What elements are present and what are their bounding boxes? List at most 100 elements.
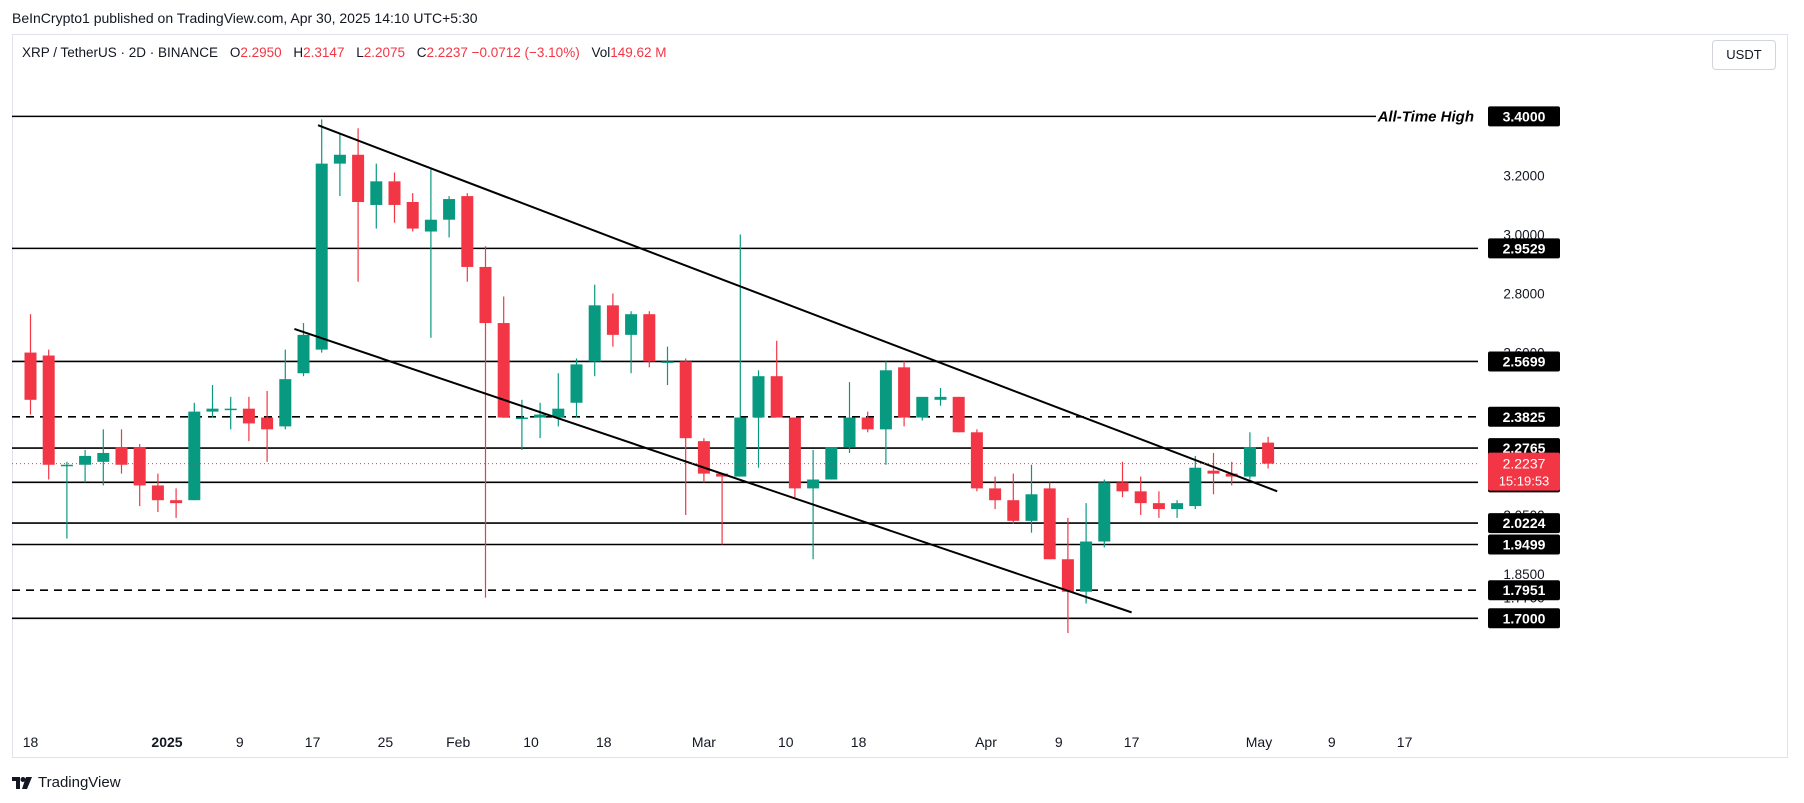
candle-up [224, 408, 237, 411]
candle-up [552, 408, 565, 418]
level-badge-label: 1.9499 [1503, 537, 1546, 553]
candle-down [1152, 503, 1165, 510]
candle-up [188, 411, 201, 501]
candle-down [697, 441, 710, 474]
candle-down [388, 181, 401, 205]
candle-down [352, 154, 365, 202]
candle-up [625, 314, 638, 335]
candle-up [279, 379, 292, 427]
last-price-badge [1488, 452, 1560, 491]
candle-down [479, 266, 492, 324]
y-tick-label: 2.8000 [1503, 287, 1544, 302]
open-value: 2.2950 [240, 45, 282, 60]
countdown-label: 15:19:53 [1499, 474, 1550, 489]
candle-up [879, 370, 892, 430]
candle-up [807, 479, 820, 489]
candle-up [443, 199, 456, 220]
candle-up [916, 396, 929, 418]
close-label: C [416, 45, 427, 60]
candle-up [60, 464, 73, 467]
level-badge [1488, 608, 1560, 629]
level-badge-label: 3.4000 [1503, 108, 1546, 124]
candle-down [1134, 491, 1147, 504]
upper-channel-line [317, 124, 1278, 493]
candle-down [1116, 482, 1129, 492]
y-tick-label: 3.2000 [1503, 168, 1544, 183]
candle-up [1025, 494, 1038, 521]
level-badge-label: 1.7951 [1503, 582, 1546, 598]
x-tick-label: 9 [1328, 734, 1336, 750]
open-label: O [229, 45, 241, 60]
candle-up [1080, 541, 1093, 592]
symbol-legend: XRP / TetherUS · 2D · BINANCE O2.2950 H2… [22, 45, 667, 60]
symbol-title[interactable]: XRP / TetherUS · 2D · BINANCE [22, 45, 219, 60]
candle-up [734, 417, 747, 477]
level-badge [1488, 406, 1560, 427]
candle-down [151, 485, 164, 501]
candle-down [1262, 442, 1275, 464]
candle-up [534, 414, 547, 418]
level-badge-label: 1.7000 [1503, 610, 1546, 626]
y-tick-label: 1.8500 [1503, 567, 1544, 582]
candle-down [115, 447, 128, 465]
level-annotation: All-Time High [1377, 108, 1474, 125]
candle-up [825, 447, 838, 480]
x-tick-label: 10 [523, 734, 539, 750]
level-badge [1488, 580, 1560, 601]
level-badge [1488, 351, 1560, 372]
candle-down [861, 417, 874, 430]
x-tick-label: 17 [305, 734, 321, 750]
low-label: L [356, 45, 364, 60]
candle-down [1207, 470, 1220, 474]
candle-up [333, 154, 346, 164]
level-badge [1488, 238, 1560, 259]
x-tick-label: 9 [1055, 734, 1063, 750]
candle-down [461, 196, 474, 267]
currency-button[interactable]: USDT [1712, 40, 1776, 70]
chart-frame [12, 34, 1788, 758]
candle-up [752, 376, 765, 418]
x-tick-label: 25 [378, 734, 394, 750]
candle-down [770, 376, 783, 418]
level-badge-label: 2.0224 [1503, 515, 1546, 531]
level-badge-label: 2.9529 [1503, 240, 1546, 256]
candle-down [133, 447, 146, 486]
candle-up [1189, 467, 1202, 507]
x-tick-label: 18 [23, 734, 39, 750]
candle-down [24, 352, 37, 400]
x-tick-label: 17 [1397, 734, 1413, 750]
candle-down [42, 355, 55, 465]
level-badge [1488, 534, 1560, 555]
level-badge-label: 2.3825 [1503, 409, 1546, 425]
candle-down [788, 417, 801, 489]
candle-down [242, 408, 255, 424]
x-tick-label: May [1246, 734, 1272, 750]
candle-up [315, 163, 328, 350]
published-by-line: BeInCrypto1 published on TradingView.com… [12, 10, 478, 26]
candle-down [643, 314, 656, 362]
candle-down [1061, 559, 1074, 592]
x-tick-label: Apr [975, 734, 997, 750]
candle-down [261, 417, 274, 430]
x-tick-label: 17 [1124, 734, 1140, 750]
x-tick-label: 18 [596, 734, 612, 750]
level-badge-label: 2.2765 [1503, 440, 1546, 456]
candle-down [989, 488, 1002, 501]
change-value: −0.0712 (−3.10%) [471, 45, 580, 60]
candle-up [97, 452, 110, 462]
high-value: 2.3147 [303, 45, 345, 60]
x-tick-label: 18 [851, 734, 867, 750]
candle-up [661, 361, 674, 363]
candle-up [588, 305, 601, 362]
x-tick-label: 9 [236, 734, 244, 750]
candle-down [898, 367, 911, 418]
candle-down [679, 361, 692, 439]
candle-down [1043, 488, 1056, 560]
low-value: 2.2075 [363, 45, 406, 60]
x-tick-label: Mar [692, 734, 716, 750]
tradingview-brand[interactable]: TradingView [12, 774, 121, 791]
high-label: H [293, 45, 304, 60]
candle-up [570, 364, 583, 403]
last-price-label: 2.2237 [1503, 456, 1546, 472]
